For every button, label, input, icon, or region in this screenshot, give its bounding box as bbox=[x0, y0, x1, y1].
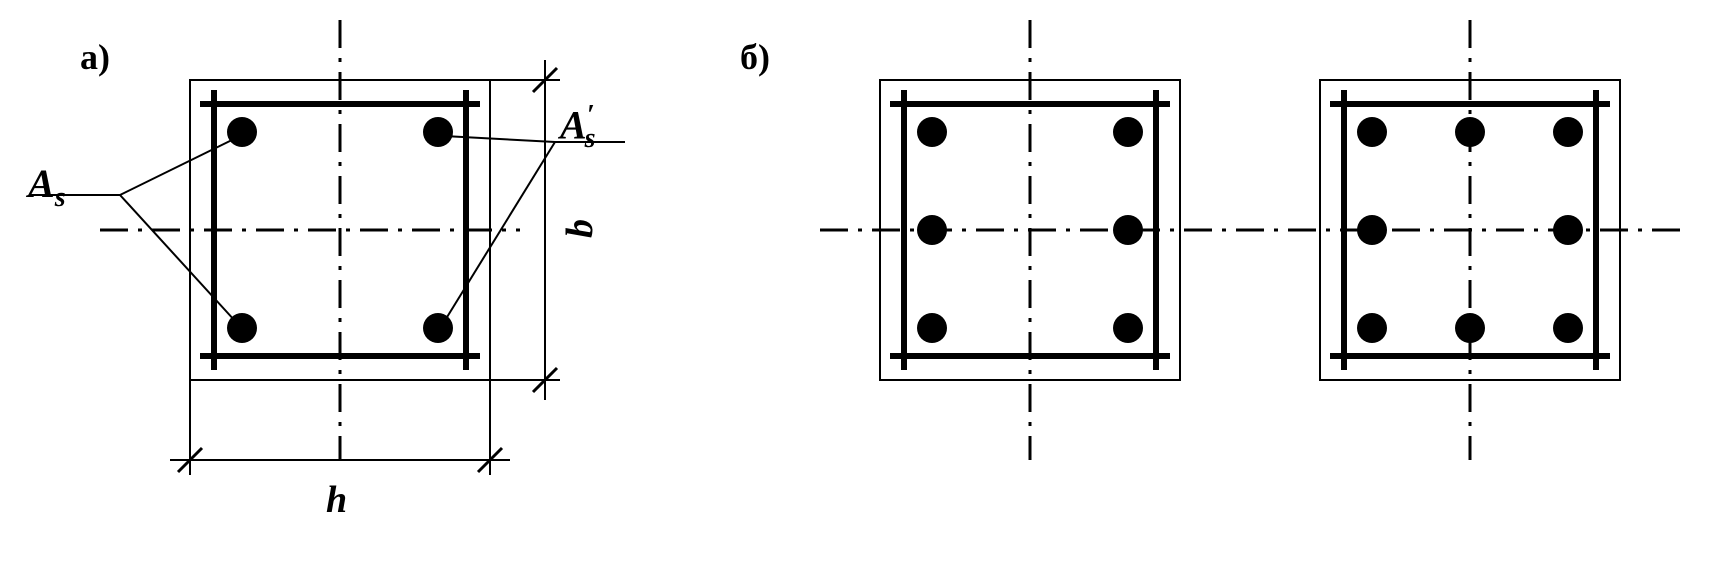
label-b-tag: б) bbox=[740, 36, 770, 78]
label-h: h bbox=[326, 478, 347, 522]
label-a-tag: а) bbox=[80, 36, 110, 78]
cross-sections-figure bbox=[0, 0, 1719, 577]
diagram-svg bbox=[0, 0, 1719, 577]
label-As-prime: A′s bbox=[560, 100, 595, 155]
label-b: b bbox=[558, 219, 602, 238]
label-As: As bbox=[28, 160, 66, 214]
